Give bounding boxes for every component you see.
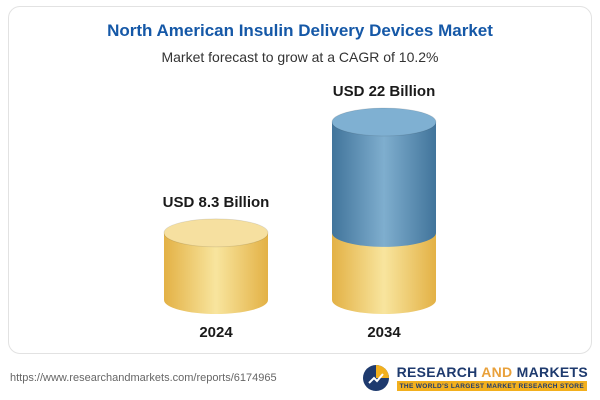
logo-word-research: RESEARCH: [396, 363, 478, 380]
logo-text: RESEARCH AND MARKETS THE WORLD'S LARGEST…: [396, 363, 588, 392]
logo-wordmark: RESEARCH AND MARKETS: [396, 363, 588, 380]
logo-word-markets: MARKETS: [516, 363, 588, 380]
bar-value-label-2024: USD 8.3 Billion: [162, 194, 270, 211]
logo-word-and: AND: [481, 363, 513, 380]
bar-chart: USD 8.3 Billion 2024 USD 22 Billion 2034: [9, 65, 591, 353]
report-url[interactable]: https://www.researchandmarkets.com/repor…: [10, 372, 277, 384]
axis-label-2034: 2034: [367, 324, 401, 341]
bar-group-2034: USD 22 Billion 2034: [324, 83, 444, 341]
logo-tagline: THE WORLD'S LARGEST MARKET RESEARCH STOR…: [396, 381, 588, 392]
bar-value-label-2034: USD 22 Billion: [332, 83, 436, 100]
research-and-markets-logo[interactable]: RESEARCH AND MARKETS THE WORLD'S LARGEST…: [361, 363, 588, 393]
chart-title: North American Insulin Delivery Devices …: [107, 21, 493, 40]
bar-group-2024: USD 8.3 Billion 2024: [156, 194, 276, 341]
cylinder-bar-2034: [331, 107, 437, 314]
footer: https://www.researchandmarkets.com/repor…: [0, 356, 600, 400]
axis-label-2024: 2024: [199, 324, 233, 341]
logo-icon: [362, 365, 389, 391]
chart-card: North American Insulin Delivery Devices …: [8, 6, 592, 354]
cylinder-bar-2024: [163, 218, 269, 314]
chart-subtitle: Market forecast to grow at a CAGR of 10.…: [161, 49, 439, 65]
